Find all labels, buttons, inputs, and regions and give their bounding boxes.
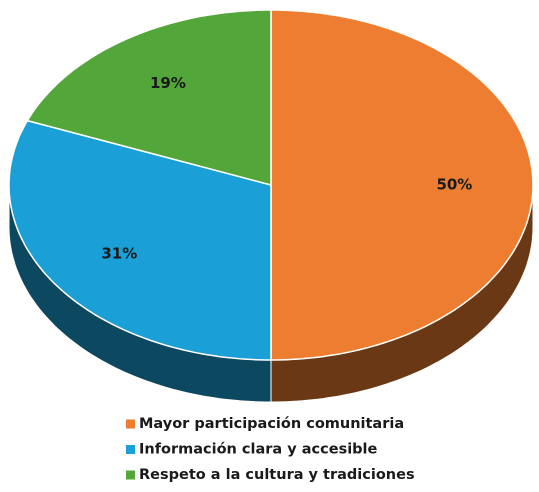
slice bbox=[8, 119, 272, 361]
legend-swatch bbox=[126, 419, 135, 429]
legend-label: Información clara y accesible bbox=[139, 442, 378, 458]
data-label: 19% bbox=[150, 74, 186, 92]
legend-swatch bbox=[126, 445, 135, 454]
legend-swatch bbox=[126, 470, 135, 480]
data-label: 50% bbox=[436, 176, 472, 194]
legend-label: Mayor participación comunitaria bbox=[139, 416, 404, 432]
slice bbox=[270, 9, 534, 361]
slice bbox=[26, 9, 272, 186]
legend-label: Respeto a la cultura y tradiciones bbox=[139, 467, 415, 483]
data-label: 31% bbox=[101, 244, 137, 262]
